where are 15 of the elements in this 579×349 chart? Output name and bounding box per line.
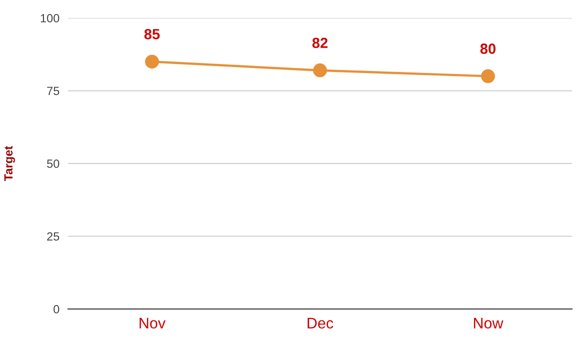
- x-tick-label: Dec: [308, 318, 334, 329]
- point: [145, 54, 159, 69]
- y-axis-title: Target: [4, 146, 15, 181]
- point: [313, 63, 327, 78]
- point: [481, 69, 495, 84]
- y-tick-label: 75: [47, 86, 60, 96]
- data-label: 85: [144, 28, 160, 40]
- x-tick-label: Now: [474, 318, 504, 329]
- y-tick-label: 0: [54, 305, 60, 314]
- data-label: 82: [312, 38, 328, 48]
- y-tick-label: 100: [40, 14, 60, 22]
- y-tick-label: 25: [47, 232, 60, 241]
- x-tick-label: Nov: [140, 318, 166, 329]
- data-label: 80: [480, 44, 496, 54]
- y-tick-label: 50: [47, 160, 60, 168]
